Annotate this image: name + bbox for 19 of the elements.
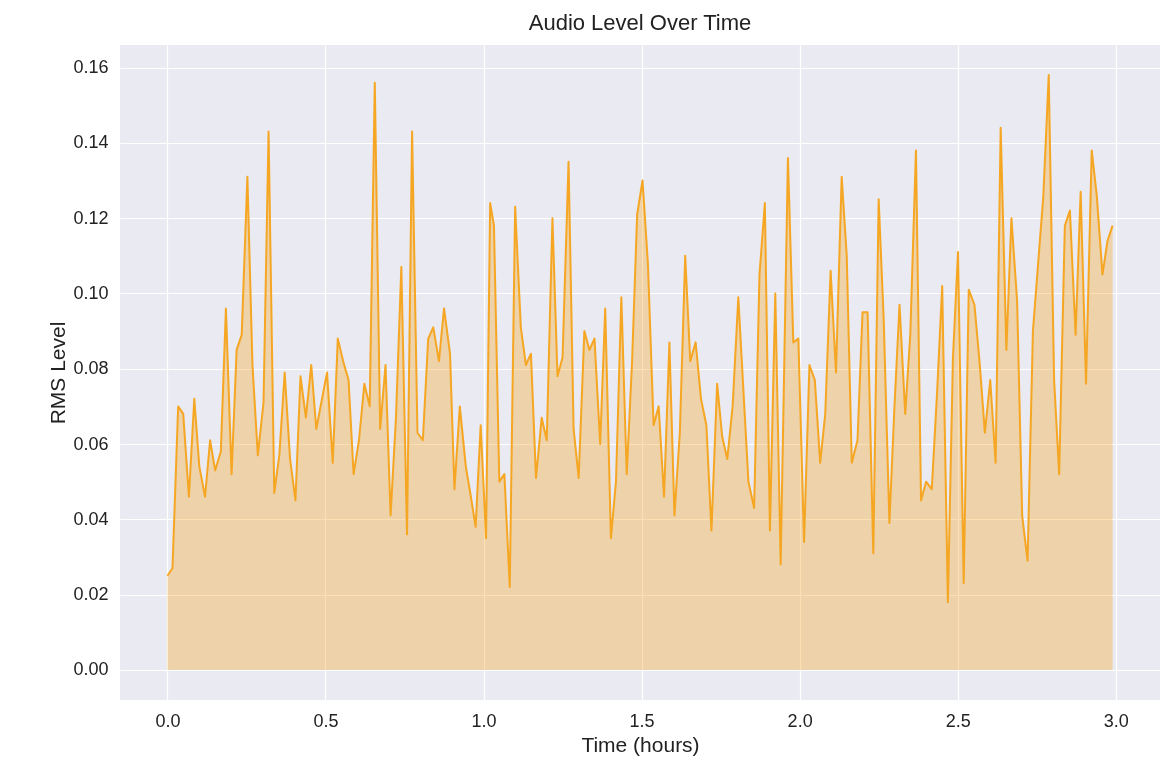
x-tick-label: 1.0 xyxy=(471,710,497,731)
y-tick-label: 0.00 xyxy=(73,659,109,680)
y-tick-label: 0.06 xyxy=(73,433,109,454)
x-tick-label: 3.0 xyxy=(1103,710,1129,731)
y-tick-label: 0.14 xyxy=(73,132,109,153)
x-tick-label: 2.5 xyxy=(945,710,971,731)
x-tick-label: 0.5 xyxy=(313,710,339,731)
y-tick-label: 0.16 xyxy=(73,57,109,78)
y-tick-label: 0.10 xyxy=(73,282,109,303)
x-tick-label: 1.5 xyxy=(629,710,655,731)
y-tick-label: 0.04 xyxy=(73,508,109,529)
y-tick-label: 0.02 xyxy=(73,584,109,605)
y-axis-title: RMS Level xyxy=(46,321,70,425)
chart-title: Audio Level Over Time xyxy=(528,10,752,35)
x-tick-label: 2.0 xyxy=(787,710,813,731)
y-tick-label: 0.08 xyxy=(73,358,109,379)
x-axis-title: Time (hours) xyxy=(581,732,700,756)
x-tick-label: 0.0 xyxy=(155,710,181,731)
y-tick-label: 0.12 xyxy=(73,207,109,228)
